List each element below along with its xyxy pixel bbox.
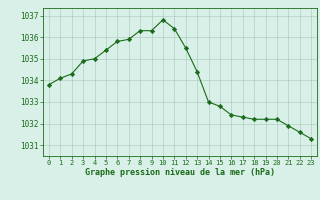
X-axis label: Graphe pression niveau de la mer (hPa): Graphe pression niveau de la mer (hPa) <box>85 168 275 177</box>
